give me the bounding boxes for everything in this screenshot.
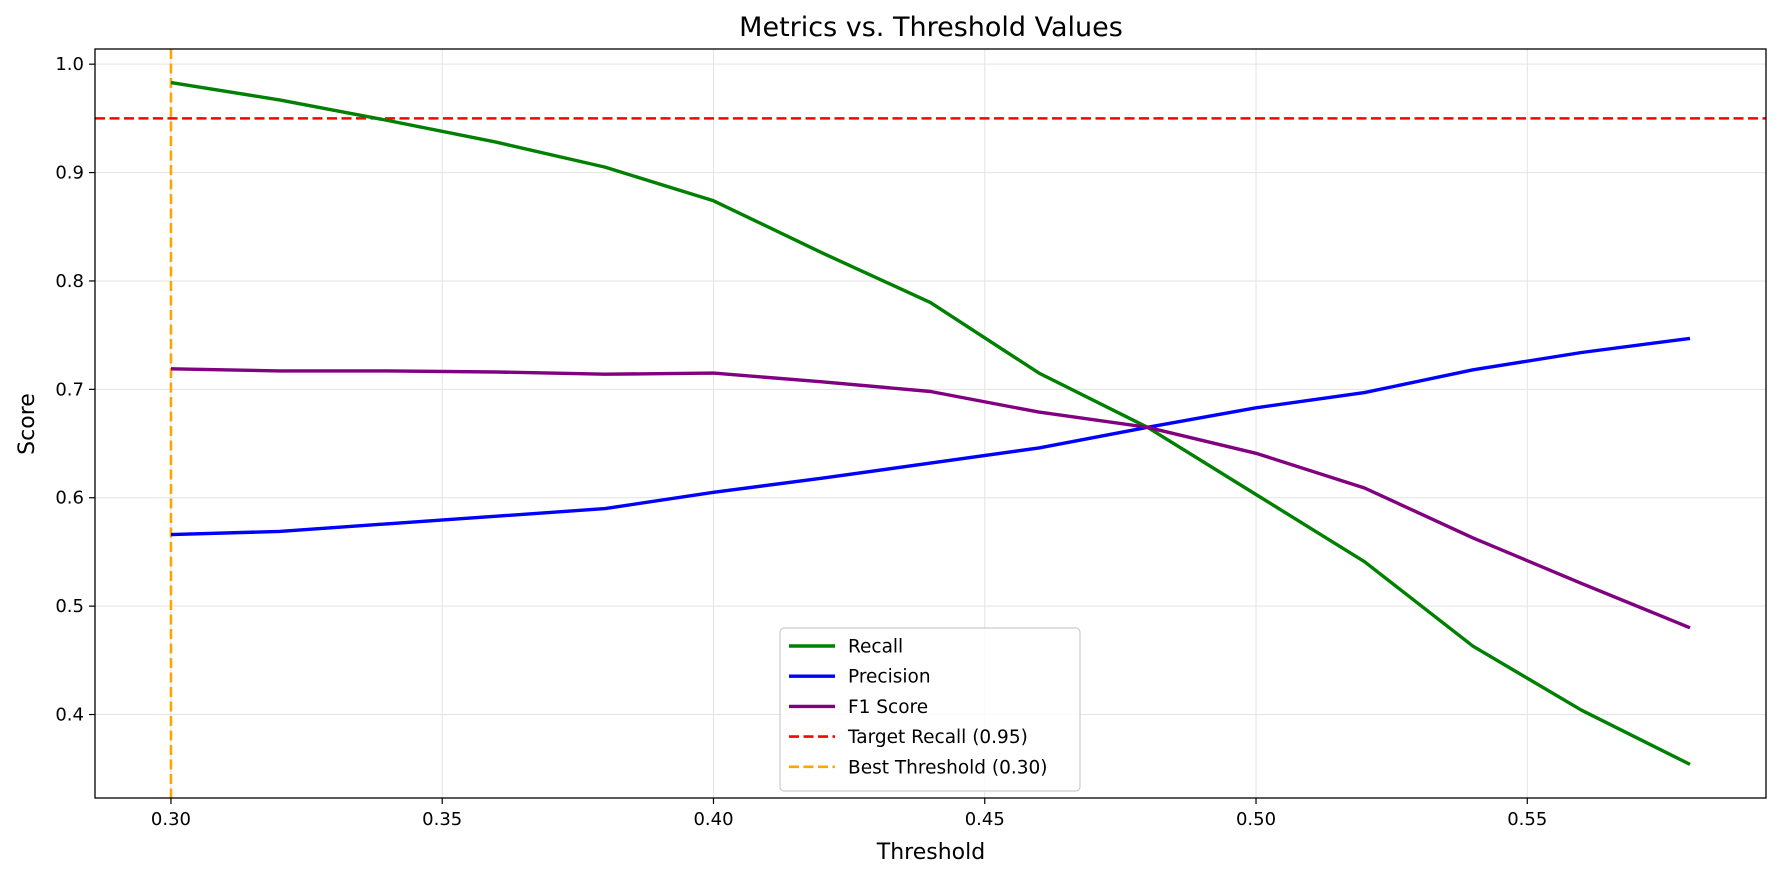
- legend-label-4: Best Threshold (0.30): [848, 757, 1048, 778]
- grid-layer: [95, 49, 1766, 798]
- series-layer: [170, 80, 1691, 766]
- y-tick-label-5: 0.9: [55, 163, 84, 184]
- y-tick-label-2: 0.6: [55, 488, 84, 509]
- legend-box: [779, 627, 1081, 792]
- y-tick-label-1: 0.5: [55, 596, 84, 617]
- chart-title: Metrics vs. Threshold Values: [739, 12, 1123, 43]
- legend-label-0: Recall: [848, 637, 903, 658]
- legend: Recall Precision F1 Score Target Recall (0.…: [779, 627, 1081, 792]
- y-tick-label-6: 1.0: [55, 54, 84, 75]
- y-ticks: 0.4 0.5 0.6 0.7 0.8 0.9 1.0: [55, 54, 95, 726]
- legend-label-3: Target Recall (0.95): [847, 727, 1028, 748]
- series-line-recall: [170, 80, 1691, 766]
- x-tick-label-1: 0.35: [422, 809, 462, 830]
- x-tick-label-2: 0.40: [693, 809, 733, 830]
- y-tick-label-4: 0.8: [55, 271, 84, 292]
- y-tick-label-0: 0.4: [55, 705, 84, 726]
- y-tick-label-3: 0.7: [55, 379, 84, 400]
- x-tick-label-4: 0.50: [1236, 809, 1276, 830]
- series-line-f1-score: [170, 367, 1691, 630]
- legend-label-1: Precision: [848, 667, 931, 688]
- x-axis-label: Threshold: [876, 840, 985, 865]
- x-tick-label-0: 0.30: [151, 809, 191, 830]
- x-tick-label-3: 0.45: [965, 809, 1005, 830]
- y-axis-label: Score: [15, 393, 40, 455]
- legend-label-2: F1 Score: [848, 697, 928, 718]
- series-line-precision: [170, 336, 1691, 537]
- x-ticks: 0.30 0.35 0.40 0.45 0.50 0.55: [151, 798, 1547, 830]
- x-tick-label-5: 0.55: [1507, 809, 1547, 830]
- plot-frame: [94, 48, 1767, 799]
